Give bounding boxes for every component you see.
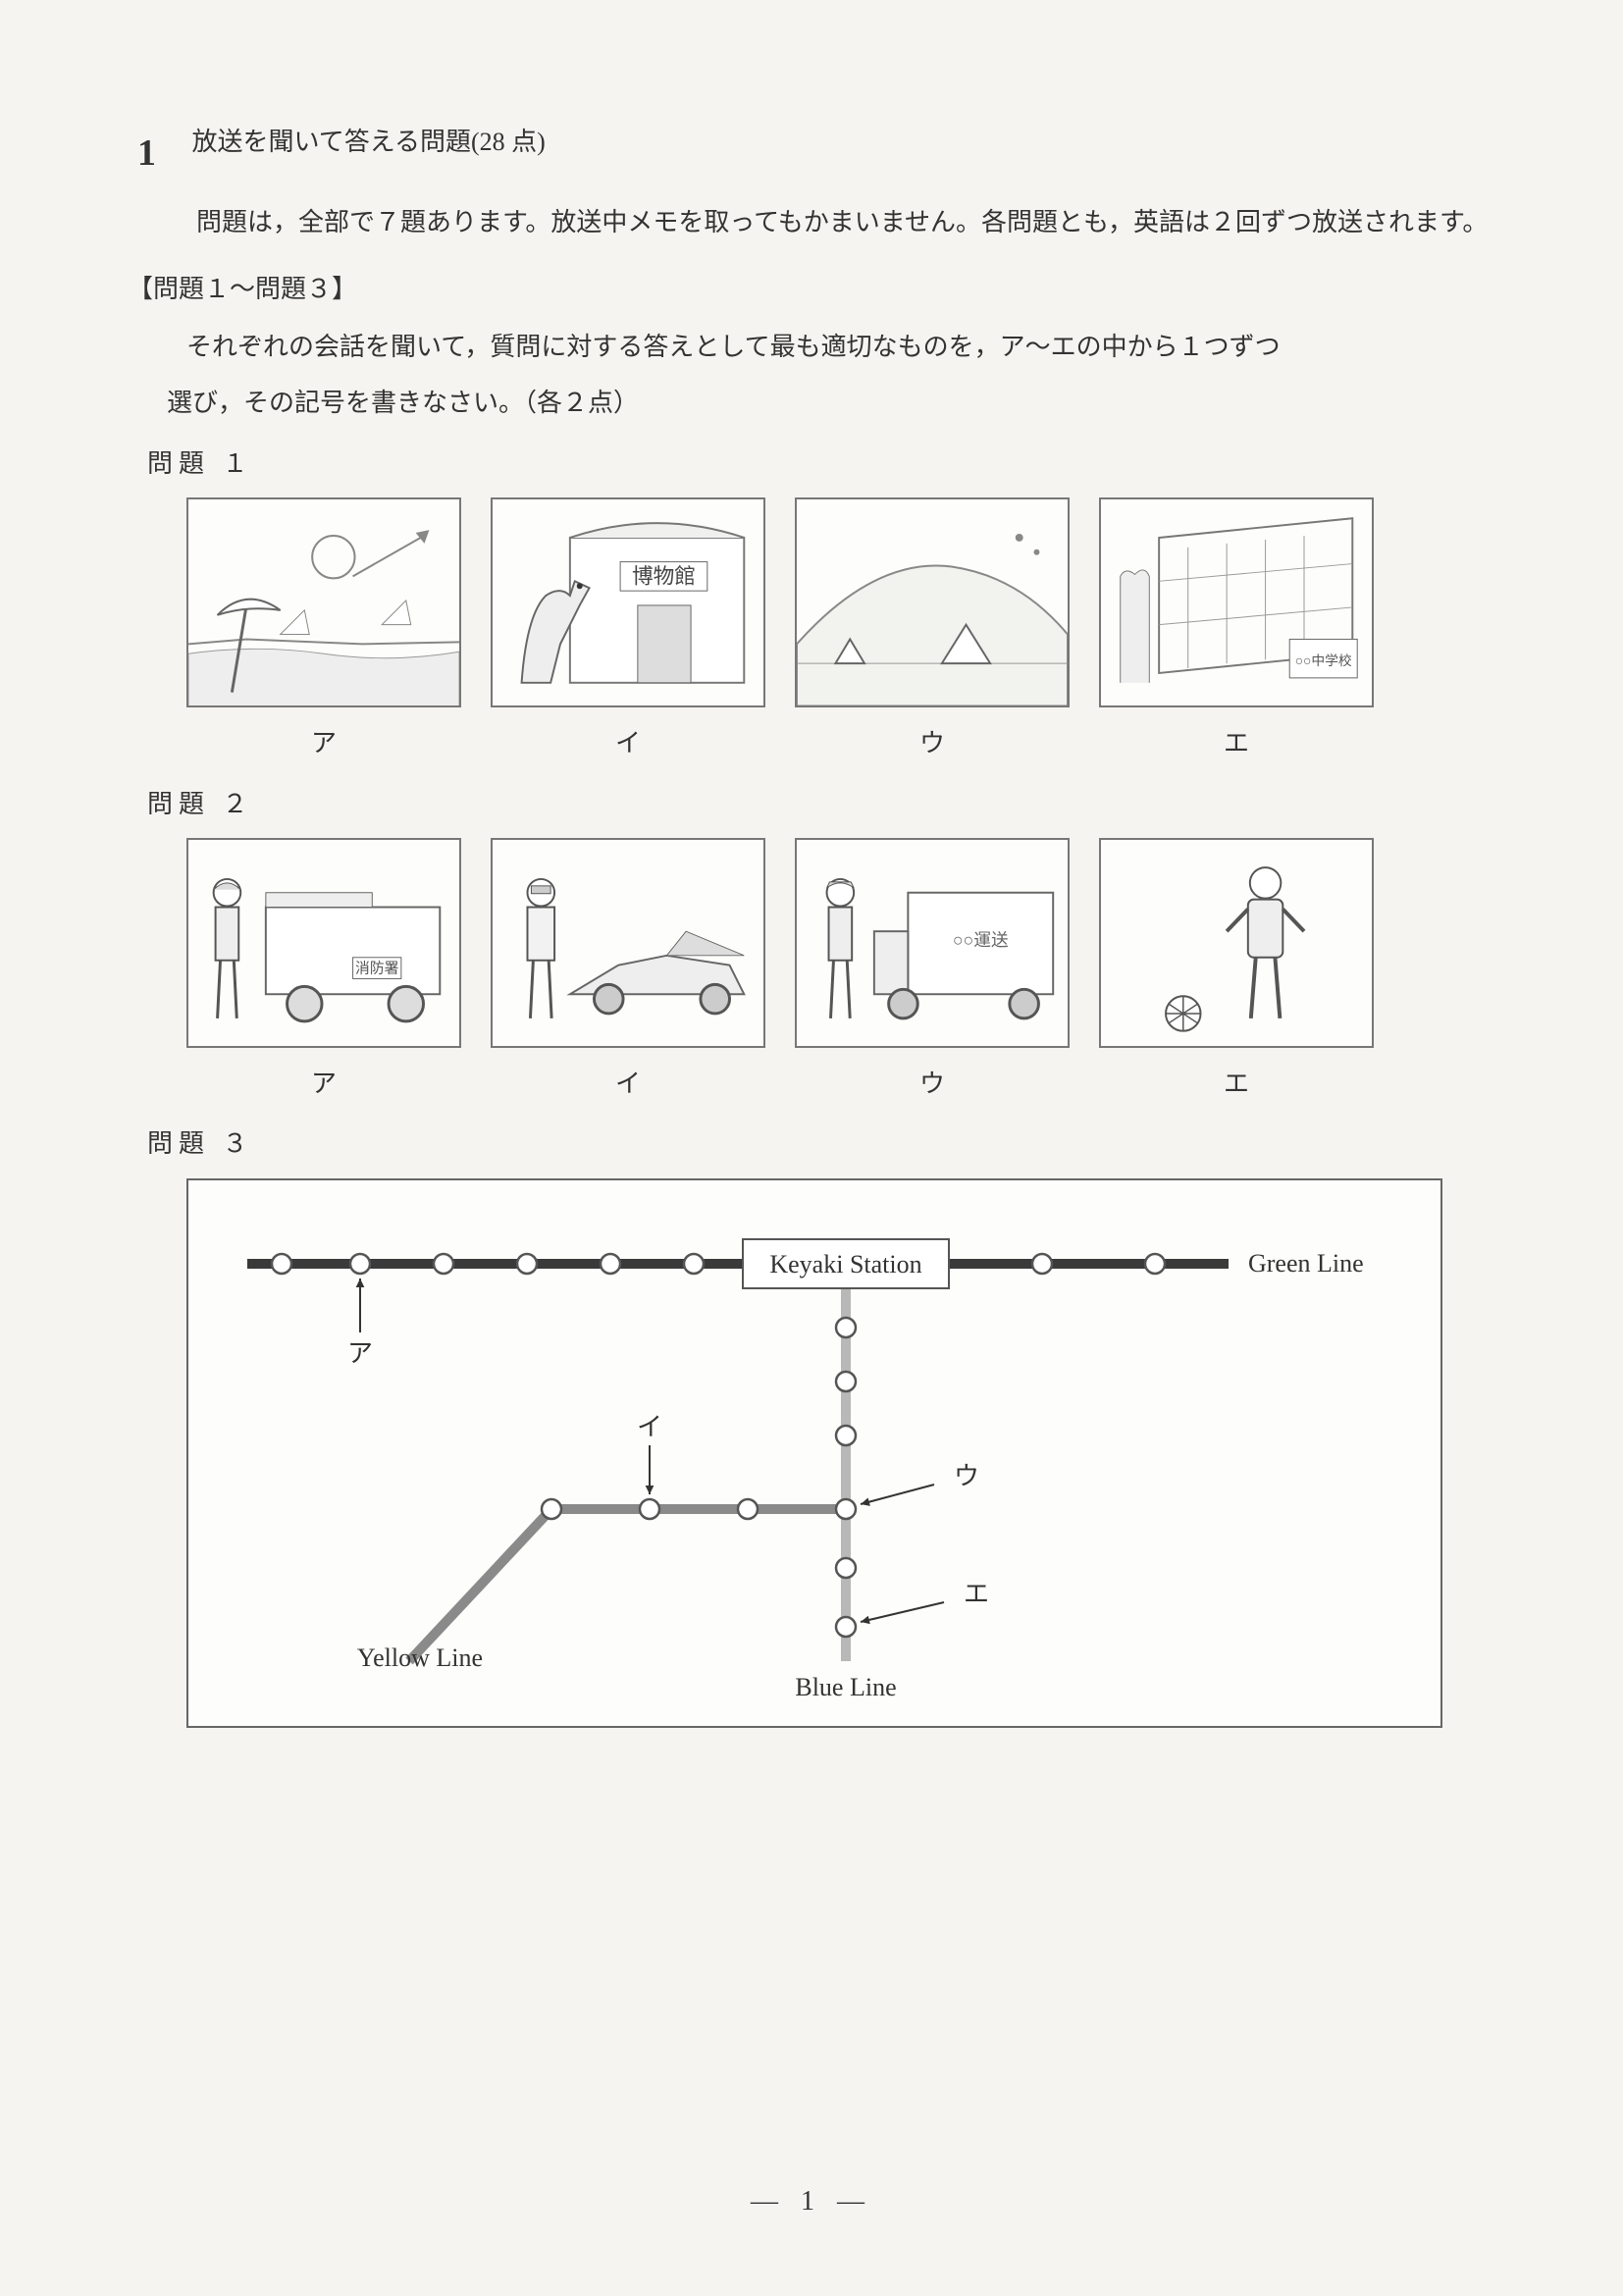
question-3-map: Keyaki Station Green Line Yellow Line Blue … — [186, 1178, 1442, 1728]
question-2-options: 消防署 ア イ — [186, 838, 1495, 1108]
q1-option-u-image — [795, 497, 1070, 707]
svg-text:ア: ア — [347, 1339, 373, 1368]
q2-option-i-label: イ — [615, 1060, 641, 1108]
q1-option-u: ウ — [795, 497, 1070, 767]
q2-option-e-label: エ — [1224, 1060, 1249, 1108]
q1-option-i-label: イ — [615, 719, 641, 767]
instruction-line-2: 選び，その記号を書きなさい。（各２点） — [167, 379, 1495, 427]
question-1-options: ア 博物館 イ ウ — [186, 497, 1495, 767]
q1-option-a: ア — [186, 497, 461, 767]
q2-option-u-label: ウ — [919, 1060, 945, 1108]
svg-text:Blue Line: Blue Line — [795, 1673, 896, 1701]
q2-option-u-image: ○○運送 — [795, 838, 1070, 1048]
q1-option-a-label: ア — [311, 719, 337, 767]
page-number: — 1 — — [0, 2175, 1623, 2227]
truck-text: ○○運送 — [953, 930, 1009, 950]
section-title: 放送を聞いて答える問題(28 点) — [192, 128, 546, 156]
q1-option-a-image — [186, 497, 461, 707]
q2-option-u: ○○運送 ウ — [795, 838, 1070, 1108]
q1-option-i-image: 博物館 — [491, 497, 765, 707]
q2-option-a-label: ア — [311, 1060, 337, 1108]
q1-option-e-label: エ — [1224, 719, 1249, 767]
svg-text:Yellow Line: Yellow Line — [357, 1644, 483, 1672]
svg-text:ウ: ウ — [954, 1462, 979, 1490]
section-number: 1 — [137, 118, 156, 188]
question-1-label: 問題 １ — [147, 440, 1495, 488]
question-2-label: 問題 ２ — [147, 780, 1495, 828]
svg-text:Keyaki Station: Keyaki Station — [769, 1250, 921, 1278]
question-3-label: 問題 ３ — [147, 1120, 1495, 1168]
q2-option-e: エ — [1099, 838, 1374, 1108]
museum-sign-text: 博物館 — [632, 564, 696, 588]
q1-option-i: 博物館 イ — [491, 497, 765, 767]
q1-option-e: ○○中学校 エ — [1099, 497, 1374, 767]
q1-option-u-label: ウ — [919, 719, 945, 767]
q2-option-i-image — [491, 838, 765, 1048]
q2-option-e-image — [1099, 838, 1374, 1048]
instruction-line-1: それぞれの会話を聞いて，質問に対する答えとして最も適切なものを，ア〜エの中から１… — [186, 323, 1495, 371]
firetruck-text: 消防署 — [355, 960, 398, 976]
q1-option-e-image: ○○中学校 — [1099, 497, 1374, 707]
q2-option-a-image: 消防署 — [186, 838, 461, 1048]
subheading: 【問題１〜問題３】 — [128, 265, 1495, 313]
svg-text:Green Line: Green Line — [1248, 1249, 1364, 1278]
svg-text:イ: イ — [637, 1413, 662, 1441]
q2-option-i: イ — [491, 838, 765, 1108]
section-intro: 問題は，全部で７題あります。放送中メモを取ってもかまいません。各問題とも，英語は… — [196, 198, 1495, 246]
q2-option-a: 消防署 ア — [186, 838, 461, 1108]
svg-text:エ: エ — [964, 1580, 989, 1608]
school-sign-text: ○○中学校 — [1295, 652, 1352, 668]
